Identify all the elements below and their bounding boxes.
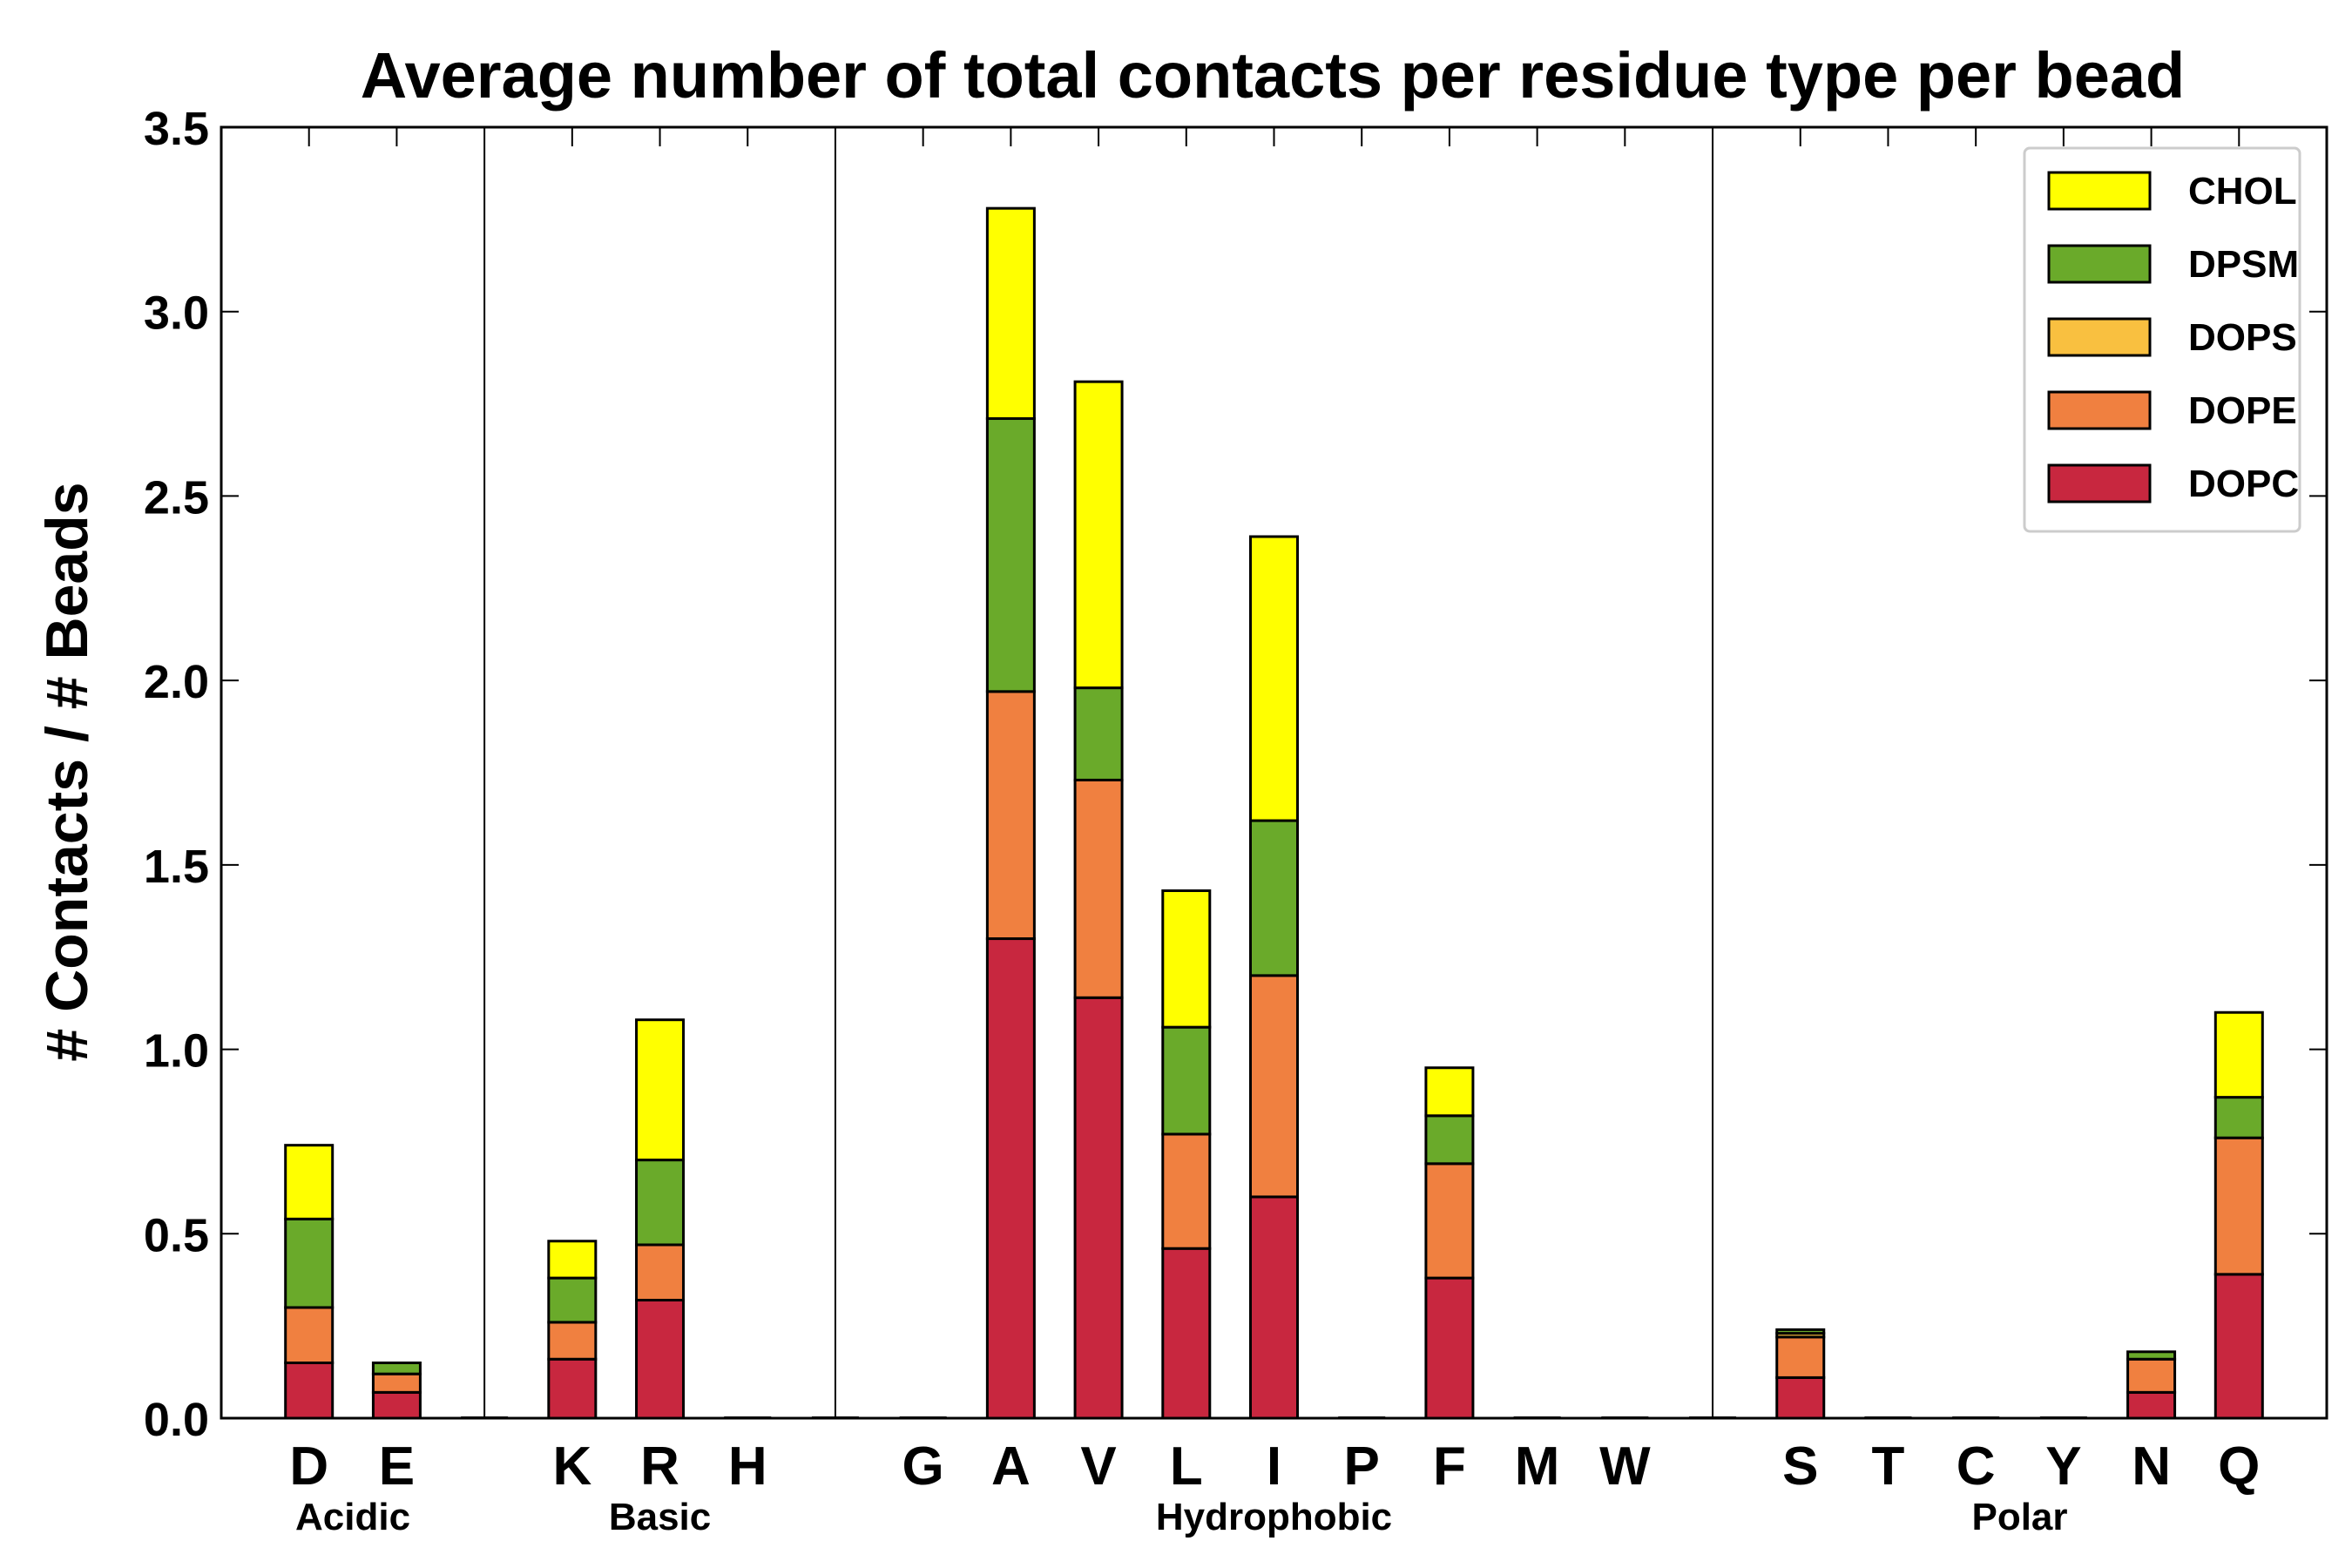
- x-tick-label: N: [2132, 1436, 2171, 1497]
- legend-label: DOPE: [2188, 389, 2297, 432]
- x-tick-label: W: [1599, 1436, 1651, 1497]
- y-axis-label: # Contacts / # Beads: [34, 482, 100, 1061]
- bar-segment-dopc: [1073, 996, 1124, 1420]
- x-tick-label: D: [289, 1436, 328, 1497]
- x-tick-label: S: [1782, 1436, 1818, 1497]
- bar-segment-dopc: [1424, 1276, 1475, 1420]
- bar-segment-dpsm: [1424, 1114, 1475, 1166]
- y-tick-label: 0.0: [144, 1394, 209, 1446]
- bar-segment-dope: [2213, 1136, 2264, 1276]
- y-tick-label: 3.5: [144, 103, 209, 155]
- legend-box: [2023, 146, 2301, 533]
- bar-segment-dpsm: [985, 417, 1036, 693]
- bar-segment-dopc: [547, 1357, 598, 1420]
- legend-label: DOPC: [2188, 463, 2299, 505]
- legend-label: CHOL: [2188, 170, 2297, 213]
- x-tick-label: C: [1957, 1436, 1996, 1497]
- x-tick-label: P: [1344, 1436, 1380, 1497]
- bar-segment-dpsm: [284, 1217, 335, 1309]
- y-tick-label: 3.0: [144, 287, 209, 340]
- bar-segment-dope: [284, 1306, 335, 1364]
- bar-segment-dope: [1161, 1132, 1212, 1250]
- bar-segment-dope: [371, 1372, 422, 1394]
- x-tick-label: F: [1433, 1436, 1466, 1497]
- legend-swatch-dpsm: [2047, 244, 2152, 284]
- bar-segment-dope: [2126, 1357, 2177, 1394]
- bar-segment-dope: [635, 1243, 686, 1302]
- legend-swatch-dope: [2047, 390, 2152, 430]
- x-tick-label: R: [640, 1436, 679, 1497]
- bar-segment-dopc: [371, 1390, 422, 1420]
- legend: CHOL DPSM DOPS DOPE DOPC: [2023, 146, 2301, 533]
- legend-label: DOPS: [2188, 316, 2297, 359]
- chart-title: Average number of total contacts per res…: [361, 39, 2185, 112]
- x-tick-label: V: [1080, 1436, 1116, 1497]
- bar-segment-chol: [1249, 535, 1299, 822]
- bar-segment-dopc: [1161, 1247, 1212, 1420]
- bar-segment-dpsm: [371, 1361, 422, 1375]
- bar-segment-dpsm: [1775, 1328, 1826, 1335]
- bar-segment-dopc: [1249, 1195, 1299, 1420]
- plot-area: 0.0 0.5 1.0 1.5 2.0 2.5 3.0 3.5 D E K R H G A V L I P F M W S T…: [144, 103, 2328, 1538]
- bar-segment-chol: [547, 1240, 598, 1280]
- x-tick-label: Q: [2218, 1436, 2260, 1497]
- bar-segment-dope: [1249, 974, 1299, 1199]
- bar-segment-dopc: [985, 937, 1036, 1420]
- bar-segment-dpsm: [1073, 686, 1124, 781]
- legend-swatch-chol: [2047, 171, 2152, 211]
- bar-segment-chol: [985, 206, 1036, 421]
- legend-swatch-dops: [2047, 317, 2152, 357]
- bar-segment-chol: [1424, 1066, 1475, 1118]
- bar-segment-dpsm: [1161, 1025, 1212, 1136]
- x-tick-label: Y: [2045, 1436, 2081, 1497]
- x-tick-label: T: [1872, 1436, 1905, 1497]
- group-label: Acidic: [295, 1496, 410, 1538]
- y-tick-label: 1.0: [144, 1025, 209, 1078]
- bar-segment-dope: [1775, 1335, 1826, 1379]
- bar-segment-dope: [1073, 778, 1124, 999]
- bar-segment-dopc: [635, 1299, 686, 1420]
- bar-segment-dopc: [2213, 1273, 2264, 1420]
- x-tick-label: H: [728, 1436, 767, 1497]
- bar-segment-dope: [985, 690, 1036, 941]
- x-tick-label: E: [379, 1436, 415, 1497]
- bar-segment-dopc: [284, 1361, 335, 1420]
- bar-segment-dopc: [2126, 1390, 2177, 1420]
- x-tick-label: K: [552, 1436, 591, 1497]
- x-tick-label: M: [1515, 1436, 1560, 1497]
- group-label: Hydrophobic: [1156, 1496, 1392, 1538]
- x-tick-label: I: [1267, 1436, 1281, 1497]
- legend-swatch-dopc: [2047, 463, 2152, 504]
- bar-segment-chol: [284, 1144, 335, 1220]
- x-tick-label: L: [1170, 1436, 1203, 1497]
- bar-segment-dope: [547, 1321, 598, 1361]
- bar-segment-dpsm: [2126, 1350, 2177, 1361]
- y-tick-label: 2.5: [144, 471, 209, 524]
- bar-segment-dopc: [1775, 1375, 1826, 1420]
- bar-segment-dpsm: [2213, 1096, 2264, 1139]
- bar-segment-dpsm: [635, 1159, 686, 1247]
- x-tick-label: A: [991, 1436, 1031, 1497]
- legend-label: DPSM: [2188, 243, 2299, 286]
- bar-segment-dpsm: [547, 1276, 598, 1324]
- group-label: Polar: [1971, 1496, 2067, 1538]
- bar-segment-chol: [1161, 889, 1212, 1029]
- x-tick-label: G: [902, 1436, 944, 1497]
- bar-segment-dpsm: [1249, 819, 1299, 977]
- y-tick-label: 0.5: [144, 1209, 209, 1261]
- bar-segment-chol: [2213, 1010, 2264, 1099]
- y-tick-label: 1.5: [144, 841, 209, 893]
- y-tick-label: 2.0: [144, 656, 209, 708]
- bar-segment-chol: [635, 1018, 686, 1162]
- group-label: Basic: [609, 1496, 711, 1538]
- bar-segment-chol: [1073, 380, 1124, 690]
- bar-segment-dope: [1424, 1162, 1475, 1280]
